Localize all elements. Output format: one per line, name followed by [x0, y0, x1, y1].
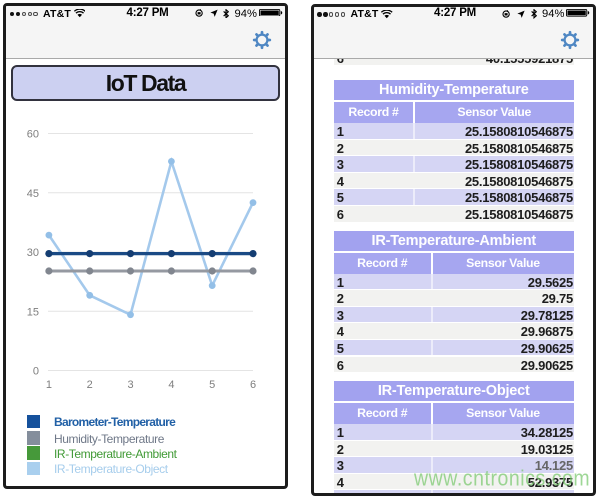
svg-text:30: 30 [27, 247, 39, 259]
svg-text:60: 60 [27, 129, 39, 141]
svg-text:2: 2 [87, 379, 93, 391]
svg-text:15: 15 [27, 306, 39, 318]
svg-text:45: 45 [27, 188, 39, 200]
svg-text:0: 0 [33, 366, 39, 378]
svg-text:4: 4 [168, 379, 174, 391]
svg-text:6: 6 [250, 379, 256, 391]
svg-text:3: 3 [127, 379, 133, 391]
svg-text:5: 5 [209, 379, 215, 391]
svg-text:1: 1 [46, 379, 52, 391]
